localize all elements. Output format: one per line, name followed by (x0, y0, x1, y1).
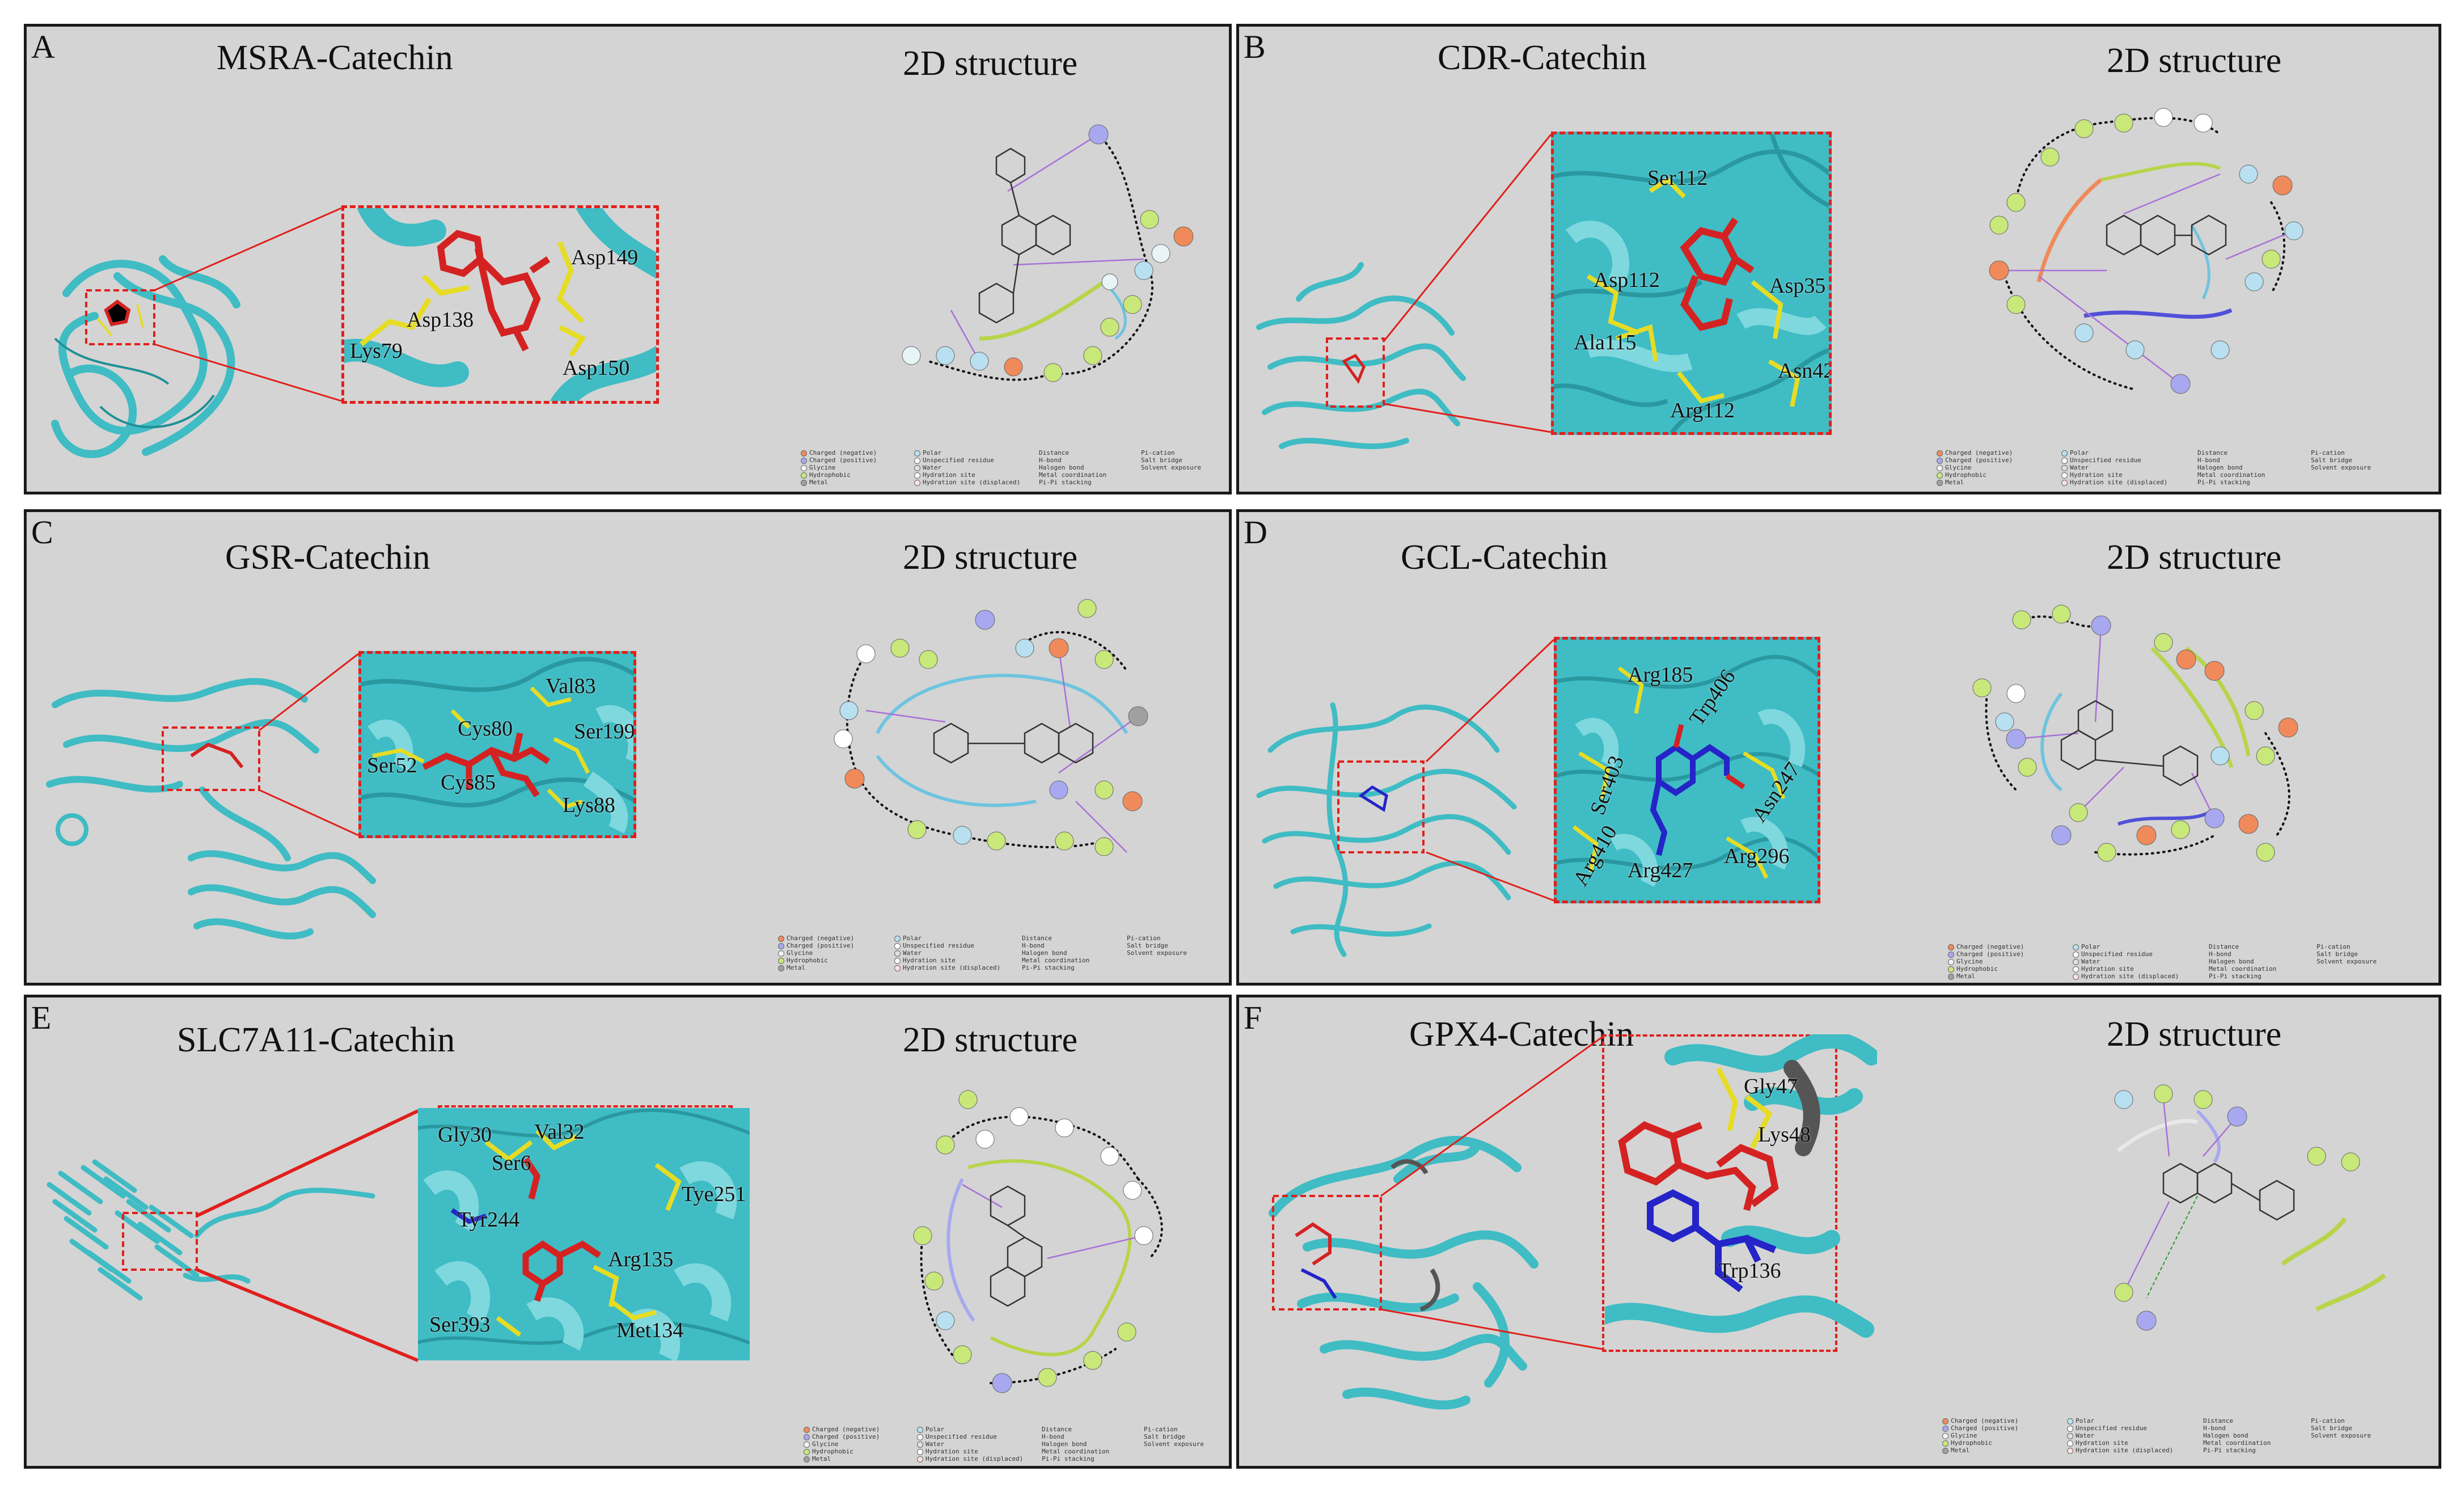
legend: Charged (negative) Charged (positive) Gl… (801, 449, 1209, 489)
legend: Charged (negative) Charged (positive) Gl… (1937, 449, 2402, 489)
protein-overview (1256, 702, 1517, 957)
panel-title: GPX4-Catechin (1409, 1015, 1634, 1054)
panel-letter: C (31, 514, 53, 551)
panel-b: B CDR-Catechin 2D structure (1236, 24, 2441, 494)
panel-letter: D (1244, 514, 1267, 551)
zoom-inset: Arg185 Trp406 Ser403 Asn247 Arg410 Arg42… (1554, 637, 1820, 903)
interaction-diagram-2d (2114, 1084, 2386, 1331)
panel-title: CDR-Catechin (1438, 39, 1647, 77)
residue-label: Arg112 (1670, 399, 1735, 422)
structure-title: 2D structure (903, 44, 1078, 83)
residue-label: Arg185 (1628, 663, 1693, 687)
panel-letter: A (31, 28, 55, 65)
residue-label: Asp112 (1594, 268, 1660, 292)
residue-label: Val32 (534, 1120, 585, 1144)
interaction-diagram-2d (913, 1090, 1163, 1393)
residue-label: Val83 (546, 674, 596, 698)
residue-label: Arg427 (1628, 859, 1693, 882)
protein-overview (51, 255, 240, 458)
residue-label: Tye251 (682, 1182, 746, 1206)
protein-overview (1256, 262, 1466, 449)
residue-label: Lys48 (1758, 1123, 1811, 1147)
zoom-inset: Gly47 Lys48 Trp136 (1605, 1034, 1877, 1349)
legend: Charged (negative) Charged (positive) Gl… (778, 935, 1209, 974)
residue-label: Trp136 (1718, 1259, 1781, 1283)
structure-title: 2D structure (2107, 41, 2282, 80)
residue-label: Met134 (616, 1318, 684, 1342)
interaction-diagram-2d (902, 124, 1194, 382)
panel-letter: E (31, 999, 52, 1036)
panel-title: SLC7A11-Catechin (177, 1021, 455, 1059)
residue-label: Tyr244 (458, 1208, 520, 1232)
residue-label: Ala115 (1574, 331, 1637, 354)
structure-title: 2D structure (2107, 538, 2282, 577)
legend: Charged (negative) Charged (positive) Gl… (1942, 1417, 2407, 1457)
protein-overview (1269, 1136, 1539, 1410)
residue-label: Asp149 (571, 246, 639, 269)
zoom-inset: Gly30 Val32 Ser6 Tye251 Tyr244 Arg135 Se… (418, 1108, 750, 1360)
residue-label: Ser112 (1647, 166, 1708, 190)
panel-letter: F (1244, 999, 1262, 1036)
zoom-inset: Val83 Cys80 Ser199 Ser52 Cys85 Lys88 (358, 651, 636, 838)
interaction-diagram-2d (1989, 108, 2304, 394)
residue-label: Ser6 (492, 1151, 531, 1175)
residue-label: Asn42 (1778, 359, 1832, 383)
interaction-diagram-2d (1972, 604, 2298, 862)
residue-label: Ser393 (429, 1313, 491, 1337)
zoom-box-outline (1602, 1034, 1837, 1352)
protein-overview (47, 1159, 375, 1301)
protein-overview (46, 678, 376, 940)
zoom-inset: Ser112 Asp112 Asp35 Ala115 Asn42 Arg112 (1551, 132, 1832, 435)
panel-letter: B (1244, 28, 1266, 65)
panel-title: MSRA-Catechin (217, 39, 453, 77)
zoom-inset: Asp149 Asp138 Lys79 Asp150 (341, 205, 659, 404)
legend: Charged (negative) Charged (positive) Gl… (1948, 943, 2413, 983)
legend: Charged (negative) Charged (positive) Gl… (804, 1426, 1212, 1465)
panel-c: C GSR-Catechin 2D structure (24, 509, 1232, 986)
residue-label: Gly30 (438, 1123, 492, 1147)
panel-title: GCL-Catechin (1401, 538, 1608, 577)
panel-a: A MSRA-Catechin 2D structure (24, 24, 1232, 494)
structure-title: 2D structure (903, 538, 1078, 577)
panel-f: F GPX4-Catechin 2D structure (1236, 995, 2441, 1469)
residue-label: Arg135 (608, 1248, 674, 1271)
interaction-diagram-2d (834, 599, 1148, 856)
residue-label: Asp35 (1769, 274, 1826, 298)
residue-label: Ser199 (574, 720, 635, 743)
residue-label: Lys79 (350, 339, 403, 363)
residue-label: Asp138 (407, 308, 474, 332)
residue-label: Cys85 (441, 771, 496, 794)
panel-e: E SLC7A11-Catechin 2D structure (24, 995, 1232, 1469)
residue-label: Lys88 (563, 793, 615, 817)
structure-title: 2D structure (903, 1021, 1078, 1059)
residue-label: Cys80 (458, 717, 513, 741)
panel-title: GSR-Catechin (225, 538, 430, 577)
residue-label: Arg296 (1724, 844, 1790, 868)
panel-d: D GCL-Catechin 2D structure (1236, 509, 2441, 986)
residue-label: Ser52 (367, 754, 417, 777)
structure-title: 2D structure (2107, 1015, 2282, 1054)
residue-label: Gly47 (1744, 1075, 1798, 1098)
residue-label: Asp150 (563, 356, 630, 380)
